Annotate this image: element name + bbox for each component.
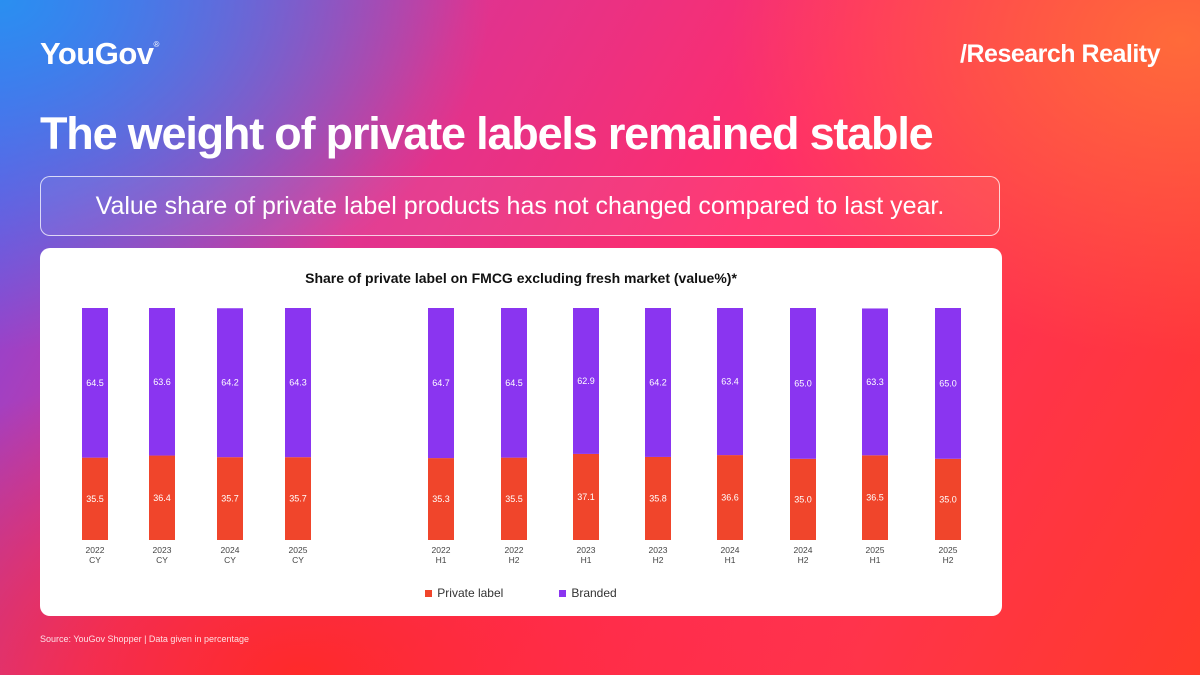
- data-label-branded: 63.6: [153, 377, 171, 387]
- bar-branded: [82, 308, 108, 458]
- bar-private-label: [573, 453, 599, 540]
- data-label-branded: 64.5: [86, 378, 104, 388]
- bar-private-label: [717, 455, 743, 540]
- chart-card: Share of private label on FMCG excluding…: [40, 248, 1002, 616]
- legend-label-branded: Branded: [571, 586, 617, 600]
- data-label-private-label: 35.0: [794, 494, 812, 504]
- x-tick-label: H2: [509, 555, 520, 565]
- bar-branded: [573, 308, 599, 454]
- x-tick-label: H2: [798, 555, 809, 565]
- x-tick-label: H2: [653, 555, 664, 565]
- bar-branded: [149, 308, 175, 456]
- bar-private-label: [935, 458, 961, 540]
- bar-branded: [645, 308, 671, 457]
- legend-item-branded: Branded: [559, 586, 617, 600]
- x-tick-label: 2023: [153, 545, 172, 555]
- x-tick-label: CY: [224, 555, 236, 565]
- x-tick-label: 2024: [794, 545, 813, 555]
- subtitle-text: Value share of private label products ha…: [95, 191, 945, 220]
- x-tick-label: 2024: [721, 545, 740, 555]
- stacked-bar-chart: 35.564.52022CY36.463.62023CY35.764.22024…: [82, 308, 961, 565]
- bar-private-label: [149, 455, 175, 540]
- data-label-private-label: 35.5: [505, 494, 523, 504]
- x-tick-label: H1: [581, 555, 592, 565]
- x-tick-label: H2: [943, 555, 954, 565]
- data-label-private-label: 35.5: [86, 494, 104, 504]
- data-label-branded: 64.7: [432, 378, 450, 388]
- data-label-branded: 63.4: [721, 377, 739, 387]
- data-label-branded: 65.0: [794, 378, 812, 388]
- data-label-private-label: 36.6: [721, 493, 739, 503]
- x-tick-label: 2025: [289, 545, 308, 555]
- legend-swatch-private-label: [425, 589, 433, 597]
- x-tick-label: 2022: [86, 545, 105, 555]
- bar-branded: [285, 308, 311, 458]
- registered-mark: ®: [153, 40, 160, 49]
- chart-title: Share of private label on FMCG excluding…: [305, 270, 737, 286]
- x-tick-label: 2022: [505, 545, 524, 555]
- data-label-private-label: 35.7: [221, 494, 239, 504]
- legend-swatch-branded: [559, 589, 567, 597]
- bar-branded: [862, 308, 888, 456]
- research-reality-tagline: /Research Reality: [960, 40, 1160, 68]
- data-label-branded: 65.0: [939, 378, 957, 388]
- bar-branded: [790, 308, 816, 459]
- bar-private-label: [428, 458, 454, 540]
- data-label-private-label: 36.4: [153, 493, 171, 503]
- source-note: Source: YouGov Shopper | Data given in p…: [40, 634, 249, 644]
- x-tick-label: 2024: [221, 545, 240, 555]
- page-title: The weight of private labels remained st…: [40, 108, 934, 159]
- chart-legend: Private label Branded: [40, 586, 1002, 600]
- legend-item-private-label: Private label: [425, 586, 503, 600]
- data-label-branded: 63.3: [866, 377, 884, 387]
- bar-private-label: [82, 457, 108, 540]
- bar-private-label: [217, 457, 243, 540]
- bar-private-label: [501, 457, 527, 540]
- x-tick-label: 2025: [939, 545, 958, 555]
- data-label-private-label: 36.5: [866, 493, 884, 503]
- yougov-logo: YouGov®: [40, 36, 159, 72]
- data-label-private-label: 37.1: [577, 492, 595, 502]
- bar-private-label: [790, 458, 816, 540]
- x-tick-label: 2023: [649, 545, 668, 555]
- x-tick-label: CY: [89, 555, 101, 565]
- bar-private-label: [862, 455, 888, 540]
- x-tick-label: H1: [436, 555, 447, 565]
- bar-private-label: [285, 457, 311, 540]
- bar-branded: [935, 308, 961, 459]
- x-tick-label: H1: [870, 555, 881, 565]
- data-label-branded: 64.2: [221, 378, 239, 388]
- data-label-branded: 64.2: [649, 377, 667, 387]
- x-tick-label: 2023: [577, 545, 596, 555]
- data-label-private-label: 35.0: [939, 494, 957, 504]
- subtitle-box: Value share of private label products ha…: [40, 176, 1000, 236]
- bar-branded: [217, 308, 243, 458]
- bar-branded: [428, 308, 454, 459]
- data-label-branded: 62.9: [577, 376, 595, 386]
- data-label-private-label: 35.3: [432, 494, 450, 504]
- x-tick-label: CY: [156, 555, 168, 565]
- data-label-private-label: 35.7: [289, 494, 307, 504]
- logo-text: YouGov: [40, 36, 154, 71]
- x-tick-label: H1: [725, 555, 736, 565]
- x-tick-label: 2025: [866, 545, 885, 555]
- x-tick-label: 2022: [432, 545, 451, 555]
- x-tick-label: CY: [292, 555, 304, 565]
- legend-label-private-label: Private label: [437, 586, 504, 600]
- data-label-branded: 64.5: [505, 378, 523, 388]
- bar-private-label: [645, 456, 671, 540]
- bar-branded: [717, 308, 743, 456]
- data-label-branded: 64.3: [289, 378, 307, 388]
- data-label-private-label: 35.8: [649, 493, 667, 503]
- bar-branded: [501, 308, 527, 458]
